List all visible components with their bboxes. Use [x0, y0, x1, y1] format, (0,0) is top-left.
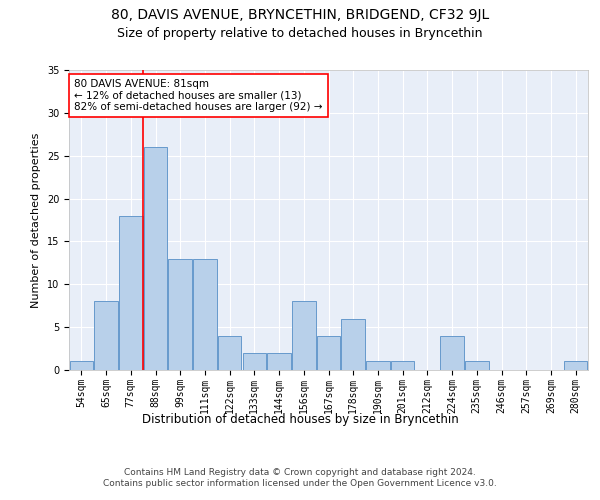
- Bar: [94, 302, 118, 370]
- Bar: [564, 362, 587, 370]
- Bar: [366, 362, 389, 370]
- Bar: [144, 147, 167, 370]
- Bar: [193, 258, 217, 370]
- Text: Contains HM Land Registry data © Crown copyright and database right 2024.
Contai: Contains HM Land Registry data © Crown c…: [103, 468, 497, 487]
- Bar: [70, 362, 93, 370]
- Bar: [317, 336, 340, 370]
- Bar: [169, 258, 192, 370]
- Text: Size of property relative to detached houses in Bryncethin: Size of property relative to detached ho…: [117, 28, 483, 40]
- Bar: [465, 362, 488, 370]
- Text: 80, DAVIS AVENUE, BRYNCETHIN, BRIDGEND, CF32 9JL: 80, DAVIS AVENUE, BRYNCETHIN, BRIDGEND, …: [111, 8, 489, 22]
- Bar: [391, 362, 415, 370]
- Bar: [341, 318, 365, 370]
- Bar: [119, 216, 143, 370]
- Bar: [440, 336, 464, 370]
- Text: 80 DAVIS AVENUE: 81sqm
← 12% of detached houses are smaller (13)
82% of semi-det: 80 DAVIS AVENUE: 81sqm ← 12% of detached…: [74, 79, 323, 112]
- Bar: [268, 353, 291, 370]
- Y-axis label: Number of detached properties: Number of detached properties: [31, 132, 41, 308]
- Text: Distribution of detached houses by size in Bryncethin: Distribution of detached houses by size …: [142, 412, 458, 426]
- Bar: [292, 302, 316, 370]
- Bar: [218, 336, 241, 370]
- Bar: [242, 353, 266, 370]
